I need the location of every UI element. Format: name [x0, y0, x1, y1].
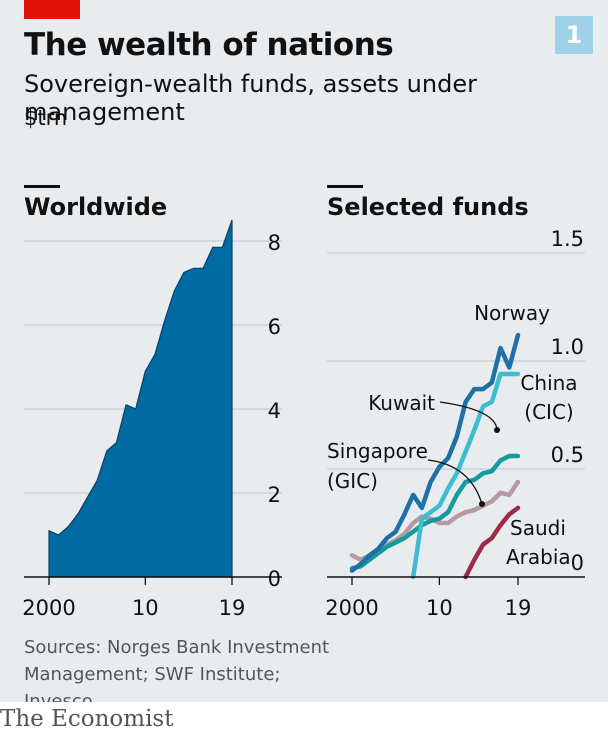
y-tick-label: 0.5 [551, 443, 584, 467]
selected-funds-line-chart: 0 0.5 1.0 1.5 2000 10 19 Norway China (CIC) Kuwait… [325, 227, 585, 620]
norway-line [349, 332, 521, 573]
panel-right-marker [327, 185, 363, 188]
saudi-label: Saudi [510, 516, 566, 540]
worldwide-area [48, 219, 233, 578]
singapore-label: Singapore [327, 439, 428, 463]
kuwait-label: Kuwait [368, 391, 435, 415]
chart-title: The wealth of nations [24, 27, 394, 63]
y-tick-label: 0 [571, 551, 584, 575]
singapore-line [349, 453, 521, 571]
china-label: China [520, 371, 577, 395]
charts-svg: 0 2 4 6 8 2000 10 19 0 0.5 1.0 1.5 2000 10 19 Norway Ch… [22, 219, 585, 620]
x-tick-label: 10 [132, 596, 159, 620]
kuwait-leader-line [439, 401, 498, 431]
worldwide-area-chart: 0 2 4 6 8 2000 10 19 [22, 219, 282, 620]
kuwait-leader-dot [494, 427, 500, 433]
panel-left-marker [24, 185, 60, 188]
y-tick-label: 6 [268, 315, 281, 339]
china-cic-label: (CIC) [524, 400, 573, 424]
saudi-arabia-line [463, 505, 521, 580]
x-tick-label: 2000 [22, 596, 75, 620]
source-note: Sources: Norges Bank Investment Manageme… [24, 637, 330, 712]
y-tick-label: 2 [268, 483, 281, 507]
chart-unit: $trn [24, 106, 68, 130]
y-tick-label: 4 [268, 399, 281, 423]
norway-label: Norway [474, 301, 550, 325]
panel-title-worldwide: Worldwide [24, 193, 168, 221]
singapore-leader-dot [479, 501, 485, 507]
arabia-label: Arabia [506, 545, 571, 569]
x-tick-label: 19 [505, 596, 532, 620]
footer-band [0, 702, 608, 739]
panel-title-selected-funds: Selected funds [327, 193, 529, 221]
x-tick-label: 2000 [325, 596, 378, 620]
singapore-leader-line [427, 459, 483, 505]
publication-brand: The Economist [0, 706, 174, 732]
y-tick-label: 1.5 [551, 227, 584, 251]
chart-number-badge: 1 [555, 16, 593, 54]
chart-subtitle: Sovereign-wealth funds, assets under man… [24, 70, 477, 126]
brand-red-tab [24, 0, 80, 19]
china-line [410, 371, 521, 580]
y-tick-label: 1.0 [551, 335, 584, 359]
singapore-gic-label: (GIC) [327, 469, 378, 493]
x-tick-label: 10 [426, 596, 453, 620]
y-tick-label: 8 [268, 231, 281, 255]
x-tick-label: 19 [219, 596, 246, 620]
y-tick-label: 0 [268, 567, 281, 591]
